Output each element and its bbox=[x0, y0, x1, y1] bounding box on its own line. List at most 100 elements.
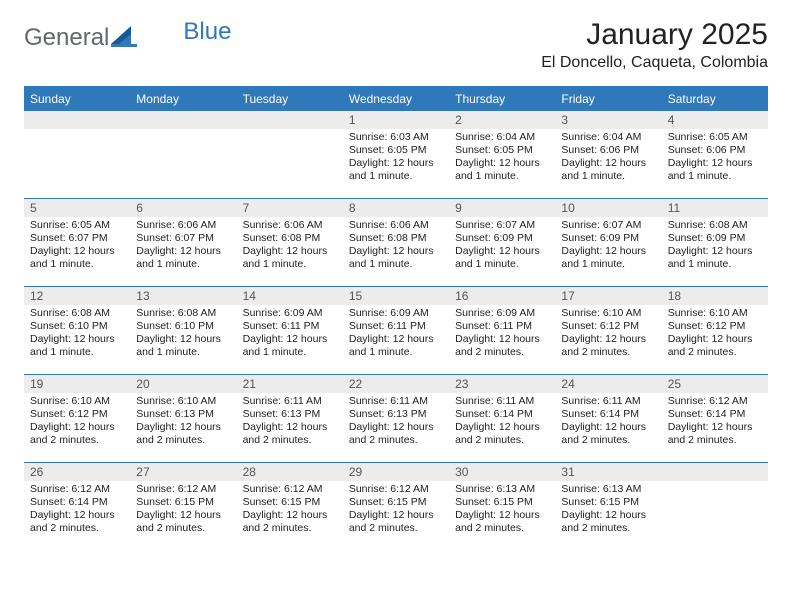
logo-text-blue: Blue bbox=[183, 18, 231, 46]
day-details: Sunrise: 6:03 AMSunset: 6:05 PMDaylight:… bbox=[343, 129, 449, 188]
day-number bbox=[130, 111, 236, 129]
day-details: Sunrise: 6:13 AMSunset: 6:15 PMDaylight:… bbox=[449, 481, 555, 540]
day-details: Sunrise: 6:06 AMSunset: 6:07 PMDaylight:… bbox=[130, 217, 236, 276]
day-number: 23 bbox=[449, 375, 555, 393]
day-number: 31 bbox=[555, 463, 661, 481]
calendar-day-cell bbox=[130, 111, 236, 199]
calendar-day-cell: 5Sunrise: 6:05 AMSunset: 6:07 PMDaylight… bbox=[24, 199, 130, 287]
day-details: Sunrise: 6:12 AMSunset: 6:14 PMDaylight:… bbox=[24, 481, 130, 540]
calendar-day-cell: 24Sunrise: 6:11 AMSunset: 6:14 PMDayligh… bbox=[555, 375, 661, 463]
day-number: 26 bbox=[24, 463, 130, 481]
day-details: Sunrise: 6:11 AMSunset: 6:14 PMDaylight:… bbox=[449, 393, 555, 452]
calendar-day-cell: 1Sunrise: 6:03 AMSunset: 6:05 PMDaylight… bbox=[343, 111, 449, 199]
day-number: 4 bbox=[662, 111, 768, 129]
day-details: Sunrise: 6:07 AMSunset: 6:09 PMDaylight:… bbox=[555, 217, 661, 276]
calendar-day-cell: 28Sunrise: 6:12 AMSunset: 6:15 PMDayligh… bbox=[237, 463, 343, 551]
calendar-day-cell: 21Sunrise: 6:11 AMSunset: 6:13 PMDayligh… bbox=[237, 375, 343, 463]
calendar-day-cell: 13Sunrise: 6:08 AMSunset: 6:10 PMDayligh… bbox=[130, 287, 236, 375]
day-number: 5 bbox=[24, 199, 130, 217]
calendar-day-cell: 16Sunrise: 6:09 AMSunset: 6:11 PMDayligh… bbox=[449, 287, 555, 375]
day-number: 27 bbox=[130, 463, 236, 481]
day-number: 3 bbox=[555, 111, 661, 129]
day-details: Sunrise: 6:08 AMSunset: 6:10 PMDaylight:… bbox=[130, 305, 236, 364]
day-details: Sunrise: 6:10 AMSunset: 6:12 PMDaylight:… bbox=[662, 305, 768, 364]
day-number: 20 bbox=[130, 375, 236, 393]
calendar-day-cell: 29Sunrise: 6:12 AMSunset: 6:15 PMDayligh… bbox=[343, 463, 449, 551]
calendar-header-row: SundayMondayTuesdayWednesdayThursdayFrid… bbox=[24, 87, 768, 111]
calendar-week-row: 12Sunrise: 6:08 AMSunset: 6:10 PMDayligh… bbox=[24, 287, 768, 375]
calendar-day-cell bbox=[24, 111, 130, 199]
calendar-week-row: 5Sunrise: 6:05 AMSunset: 6:07 PMDaylight… bbox=[24, 199, 768, 287]
location: El Doncello, Caqueta, Colombia bbox=[541, 54, 768, 72]
calendar-day-cell: 17Sunrise: 6:10 AMSunset: 6:12 PMDayligh… bbox=[555, 287, 661, 375]
day-number: 25 bbox=[662, 375, 768, 393]
day-number: 13 bbox=[130, 287, 236, 305]
day-number: 11 bbox=[662, 199, 768, 217]
day-number bbox=[662, 463, 768, 481]
day-number: 29 bbox=[343, 463, 449, 481]
title-block: January 2025 El Doncello, Caqueta, Colom… bbox=[541, 18, 768, 72]
calendar-day-cell bbox=[662, 463, 768, 551]
day-details: Sunrise: 6:06 AMSunset: 6:08 PMDaylight:… bbox=[343, 217, 449, 276]
header: General Blue January 2025 El Doncello, C… bbox=[24, 18, 768, 72]
calendar-week-row: 19Sunrise: 6:10 AMSunset: 6:12 PMDayligh… bbox=[24, 375, 768, 463]
weekday-header: Wednesday bbox=[343, 87, 449, 111]
calendar-day-cell: 7Sunrise: 6:06 AMSunset: 6:08 PMDaylight… bbox=[237, 199, 343, 287]
day-number: 30 bbox=[449, 463, 555, 481]
calendar-day-cell: 6Sunrise: 6:06 AMSunset: 6:07 PMDaylight… bbox=[130, 199, 236, 287]
logo: General Blue bbox=[24, 18, 189, 53]
day-number: 21 bbox=[237, 375, 343, 393]
calendar-day-cell: 18Sunrise: 6:10 AMSunset: 6:12 PMDayligh… bbox=[662, 287, 768, 375]
day-number: 7 bbox=[237, 199, 343, 217]
calendar-day-cell: 12Sunrise: 6:08 AMSunset: 6:10 PMDayligh… bbox=[24, 287, 130, 375]
day-number: 15 bbox=[343, 287, 449, 305]
day-details: Sunrise: 6:04 AMSunset: 6:06 PMDaylight:… bbox=[555, 129, 661, 188]
day-details: Sunrise: 6:09 AMSunset: 6:11 PMDaylight:… bbox=[449, 305, 555, 364]
day-number: 18 bbox=[662, 287, 768, 305]
day-number: 9 bbox=[449, 199, 555, 217]
calendar-day-cell: 26Sunrise: 6:12 AMSunset: 6:14 PMDayligh… bbox=[24, 463, 130, 551]
calendar-day-cell: 25Sunrise: 6:12 AMSunset: 6:14 PMDayligh… bbox=[662, 375, 768, 463]
day-number: 19 bbox=[24, 375, 130, 393]
day-number: 16 bbox=[449, 287, 555, 305]
logo-sail-icon bbox=[111, 26, 137, 55]
day-details: Sunrise: 6:10 AMSunset: 6:13 PMDaylight:… bbox=[130, 393, 236, 452]
day-number: 2 bbox=[449, 111, 555, 129]
day-details bbox=[237, 129, 343, 135]
calendar-table: SundayMondayTuesdayWednesdayThursdayFrid… bbox=[24, 86, 768, 551]
calendar-day-cell: 11Sunrise: 6:08 AMSunset: 6:09 PMDayligh… bbox=[662, 199, 768, 287]
calendar-day-cell: 9Sunrise: 6:07 AMSunset: 6:09 PMDaylight… bbox=[449, 199, 555, 287]
calendar-day-cell bbox=[237, 111, 343, 199]
calendar-day-cell: 8Sunrise: 6:06 AMSunset: 6:08 PMDaylight… bbox=[343, 199, 449, 287]
calendar-day-cell: 23Sunrise: 6:11 AMSunset: 6:14 PMDayligh… bbox=[449, 375, 555, 463]
calendar-day-cell: 27Sunrise: 6:12 AMSunset: 6:15 PMDayligh… bbox=[130, 463, 236, 551]
calendar-week-row: 26Sunrise: 6:12 AMSunset: 6:14 PMDayligh… bbox=[24, 463, 768, 551]
day-details: Sunrise: 6:06 AMSunset: 6:08 PMDaylight:… bbox=[237, 217, 343, 276]
day-details: Sunrise: 6:07 AMSunset: 6:09 PMDaylight:… bbox=[449, 217, 555, 276]
calendar-day-cell: 2Sunrise: 6:04 AMSunset: 6:05 PMDaylight… bbox=[449, 111, 555, 199]
day-number: 22 bbox=[343, 375, 449, 393]
calendar-day-cell: 14Sunrise: 6:09 AMSunset: 6:11 PMDayligh… bbox=[237, 287, 343, 375]
day-details: Sunrise: 6:11 AMSunset: 6:14 PMDaylight:… bbox=[555, 393, 661, 452]
day-number bbox=[237, 111, 343, 129]
day-details: Sunrise: 6:12 AMSunset: 6:15 PMDaylight:… bbox=[237, 481, 343, 540]
day-details: Sunrise: 6:08 AMSunset: 6:10 PMDaylight:… bbox=[24, 305, 130, 364]
day-details: Sunrise: 6:09 AMSunset: 6:11 PMDaylight:… bbox=[237, 305, 343, 364]
day-number: 8 bbox=[343, 199, 449, 217]
weekday-header: Monday bbox=[130, 87, 236, 111]
day-details: Sunrise: 6:10 AMSunset: 6:12 PMDaylight:… bbox=[555, 305, 661, 364]
day-number: 10 bbox=[555, 199, 661, 217]
day-number: 14 bbox=[237, 287, 343, 305]
calendar-week-row: 1Sunrise: 6:03 AMSunset: 6:05 PMDaylight… bbox=[24, 111, 768, 199]
calendar-day-cell: 20Sunrise: 6:10 AMSunset: 6:13 PMDayligh… bbox=[130, 375, 236, 463]
day-number: 28 bbox=[237, 463, 343, 481]
day-number: 12 bbox=[24, 287, 130, 305]
day-number: 24 bbox=[555, 375, 661, 393]
calendar-day-cell: 4Sunrise: 6:05 AMSunset: 6:06 PMDaylight… bbox=[662, 111, 768, 199]
day-details bbox=[662, 481, 768, 487]
day-details: Sunrise: 6:05 AMSunset: 6:07 PMDaylight:… bbox=[24, 217, 130, 276]
calendar-day-cell: 3Sunrise: 6:04 AMSunset: 6:06 PMDaylight… bbox=[555, 111, 661, 199]
day-number: 17 bbox=[555, 287, 661, 305]
logo-text-general: General bbox=[24, 24, 109, 52]
calendar-day-cell: 19Sunrise: 6:10 AMSunset: 6:12 PMDayligh… bbox=[24, 375, 130, 463]
